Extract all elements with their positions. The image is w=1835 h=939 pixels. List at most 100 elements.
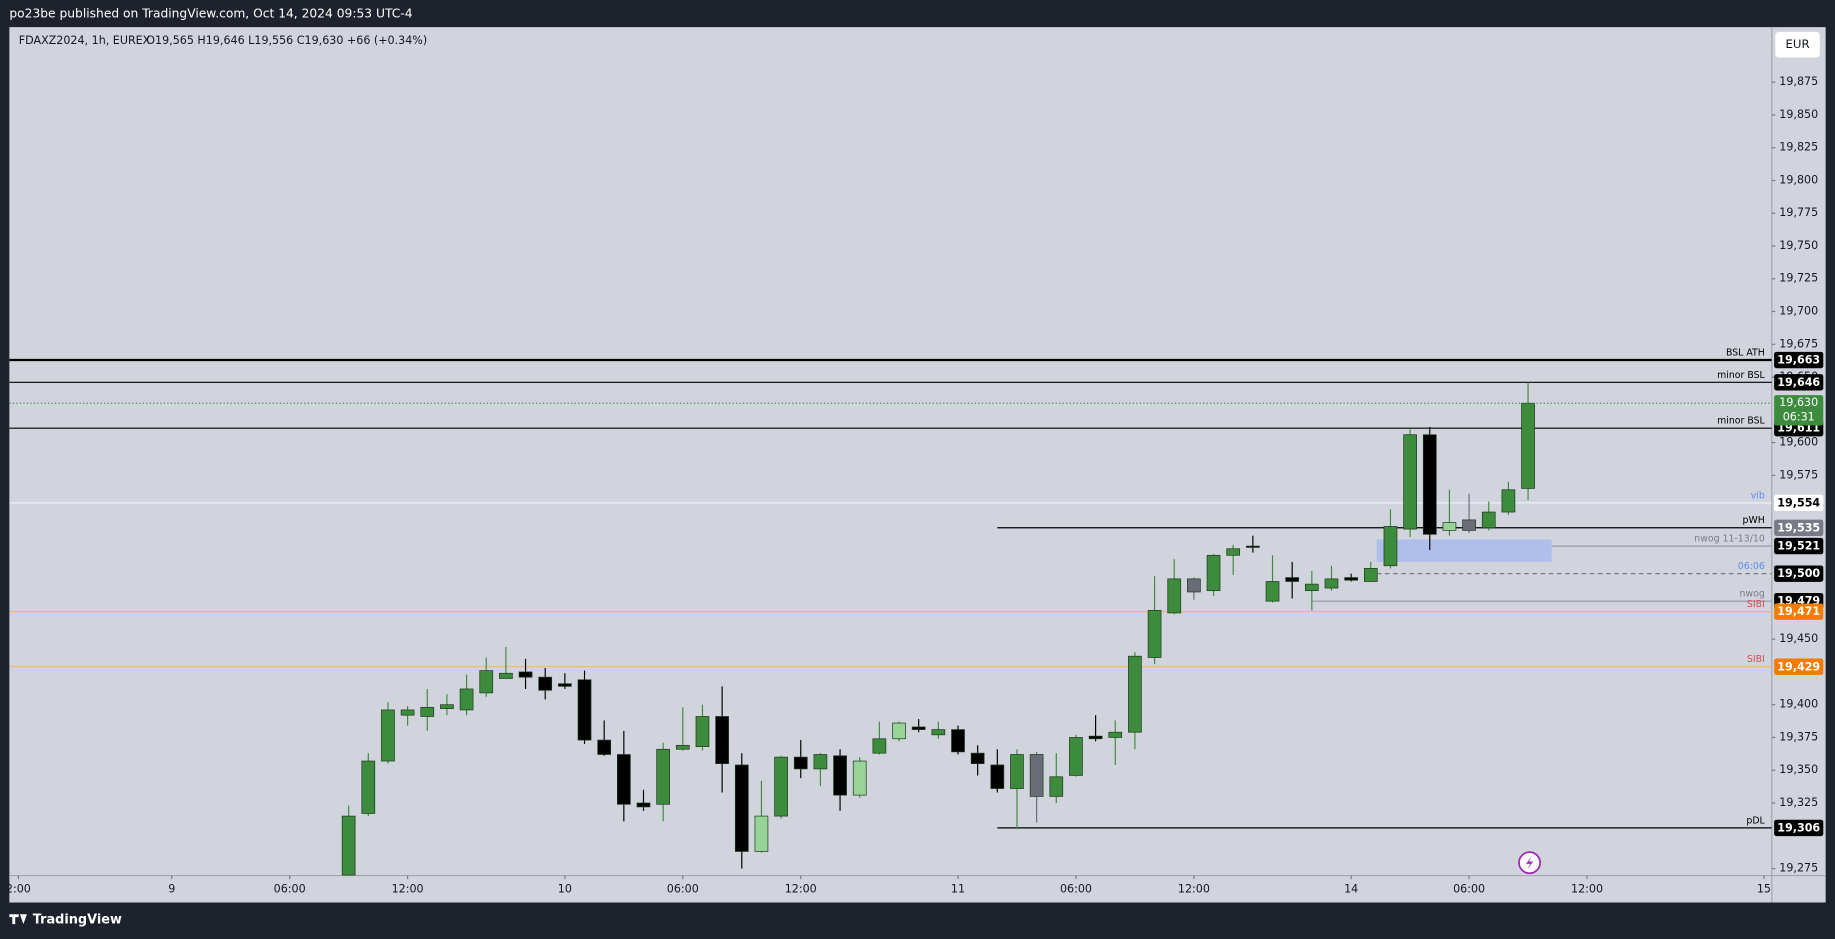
level-price-box [1774,494,1824,512]
publisher: po23be published on TradingView.com, Oct… [9,7,412,21]
candle-body [1108,731,1123,738]
currency[interactable]: EUR [1786,37,1810,51]
candle-body [1029,754,1044,797]
chart-background [9,27,1826,903]
candle-body [813,754,828,770]
candle-body [833,755,847,796]
candle-body [1187,578,1201,593]
y-tick-label: 19,850 [1779,108,1818,121]
level-price-box [1774,519,1824,536]
x-tick-label: 15 [1757,883,1771,896]
candle-body [852,760,867,796]
zone [1376,539,1552,562]
level-price-label: 19,663 [1777,354,1820,367]
candle-body [381,709,395,762]
candle-body [892,722,906,740]
candle-body [695,716,710,747]
level-name: minor BSL [1717,416,1765,427]
level-price-label: 19,471 [1777,605,1820,618]
x-tick-label: 12:00 [1571,883,1603,896]
x-tick-label: 9 [168,883,175,896]
y-tick-label: 19,800 [1779,173,1818,186]
candle-body [558,683,572,687]
level-price-label: 19,500 [1777,567,1820,580]
level-name: 06:06 [1738,561,1765,572]
candle-body [990,764,1005,789]
y-tick-label: 19,575 [1779,468,1818,481]
y-tick-label: 19,600 [1779,436,1818,449]
ohlc: O19,565 H19,646 L19,556 C19,630 +66 (+0.… [146,34,427,47]
x-tick-label: 12:00 [392,883,424,896]
candle-body [617,754,631,805]
level-price-box [1774,537,1824,555]
y-tick-label: 19,350 [1779,763,1818,776]
candle-body [1442,522,1457,531]
candle-body [675,744,690,750]
candle-body [1069,737,1083,776]
y-tick-label: 19,675 [1779,337,1818,350]
candle-body [951,729,965,753]
candle-body [1206,554,1221,592]
brand: TradingView [33,913,122,928]
level-price-label: 19,646 [1777,376,1820,389]
candle-body [1481,511,1496,529]
candle-body [1324,578,1339,589]
level-name: nwog 11-13/10 [1694,534,1765,545]
candle-body [793,756,808,770]
countdown: 06:31 [1783,410,1815,423]
last-price-box [1774,395,1824,426]
candle-body [734,764,749,852]
currency-button[interactable] [1775,31,1820,58]
level-name: pDL [1746,815,1765,826]
level-price-box [1774,351,1824,369]
candle-body [1501,489,1516,513]
level-price-label: 19,306 [1777,821,1820,834]
candle-body [1422,434,1437,535]
candle-body [420,706,435,717]
y-tick-label: 19,750 [1779,239,1818,252]
y-tick-label: 19,775 [1779,206,1818,219]
candle-body [1383,526,1398,567]
alert-glyph [1526,855,1534,870]
candle-body [1403,434,1417,530]
candle-body [1344,577,1358,581]
candle-body [656,748,670,805]
level-name: SIBI [1747,654,1765,665]
candle-body [1285,577,1300,582]
brand-logo [9,914,27,925]
candle-body [1246,545,1260,548]
level-price-label: 19,554 [1777,496,1820,509]
level-price-box [1774,603,1824,620]
candle-body [459,688,474,711]
x-tick-label: 06:00 [274,883,306,896]
level-price-box [1774,374,1824,391]
candle-body [1226,548,1241,556]
candle-body [1167,578,1182,614]
symbol: FDAXZ2024, 1h, EUREX [19,34,151,47]
candle-body [911,726,926,730]
level-price-box [1774,658,1824,675]
candle-body [754,815,769,852]
candle-body [341,815,356,876]
level-name: vib [1751,490,1765,501]
x-tick-label: 06:00 [1060,883,1092,896]
candle-body [970,752,985,765]
x-tick-label: 12:00 [785,883,817,896]
y-tick-label: 19,275 [1779,862,1818,875]
level-name: pWH [1743,515,1765,526]
y-tick-label: 19,400 [1779,698,1818,711]
level-name: SIBI [1747,599,1765,610]
y-tick-label: 19,875 [1779,75,1818,88]
candle-body [1462,519,1476,531]
y-tick-label: 19,700 [1779,305,1818,318]
x-tick-label: 12:00 [1178,883,1210,896]
candle-body [1147,609,1162,658]
candle-body [1088,735,1103,740]
level-name: nwog [1740,589,1765,600]
y-tick-label: 19,375 [1779,730,1818,743]
candle-body [872,738,887,754]
candle-body [597,739,612,755]
x-tick-label: 14 [1344,883,1358,896]
candle-body [1363,568,1378,582]
candle-body [440,704,454,709]
